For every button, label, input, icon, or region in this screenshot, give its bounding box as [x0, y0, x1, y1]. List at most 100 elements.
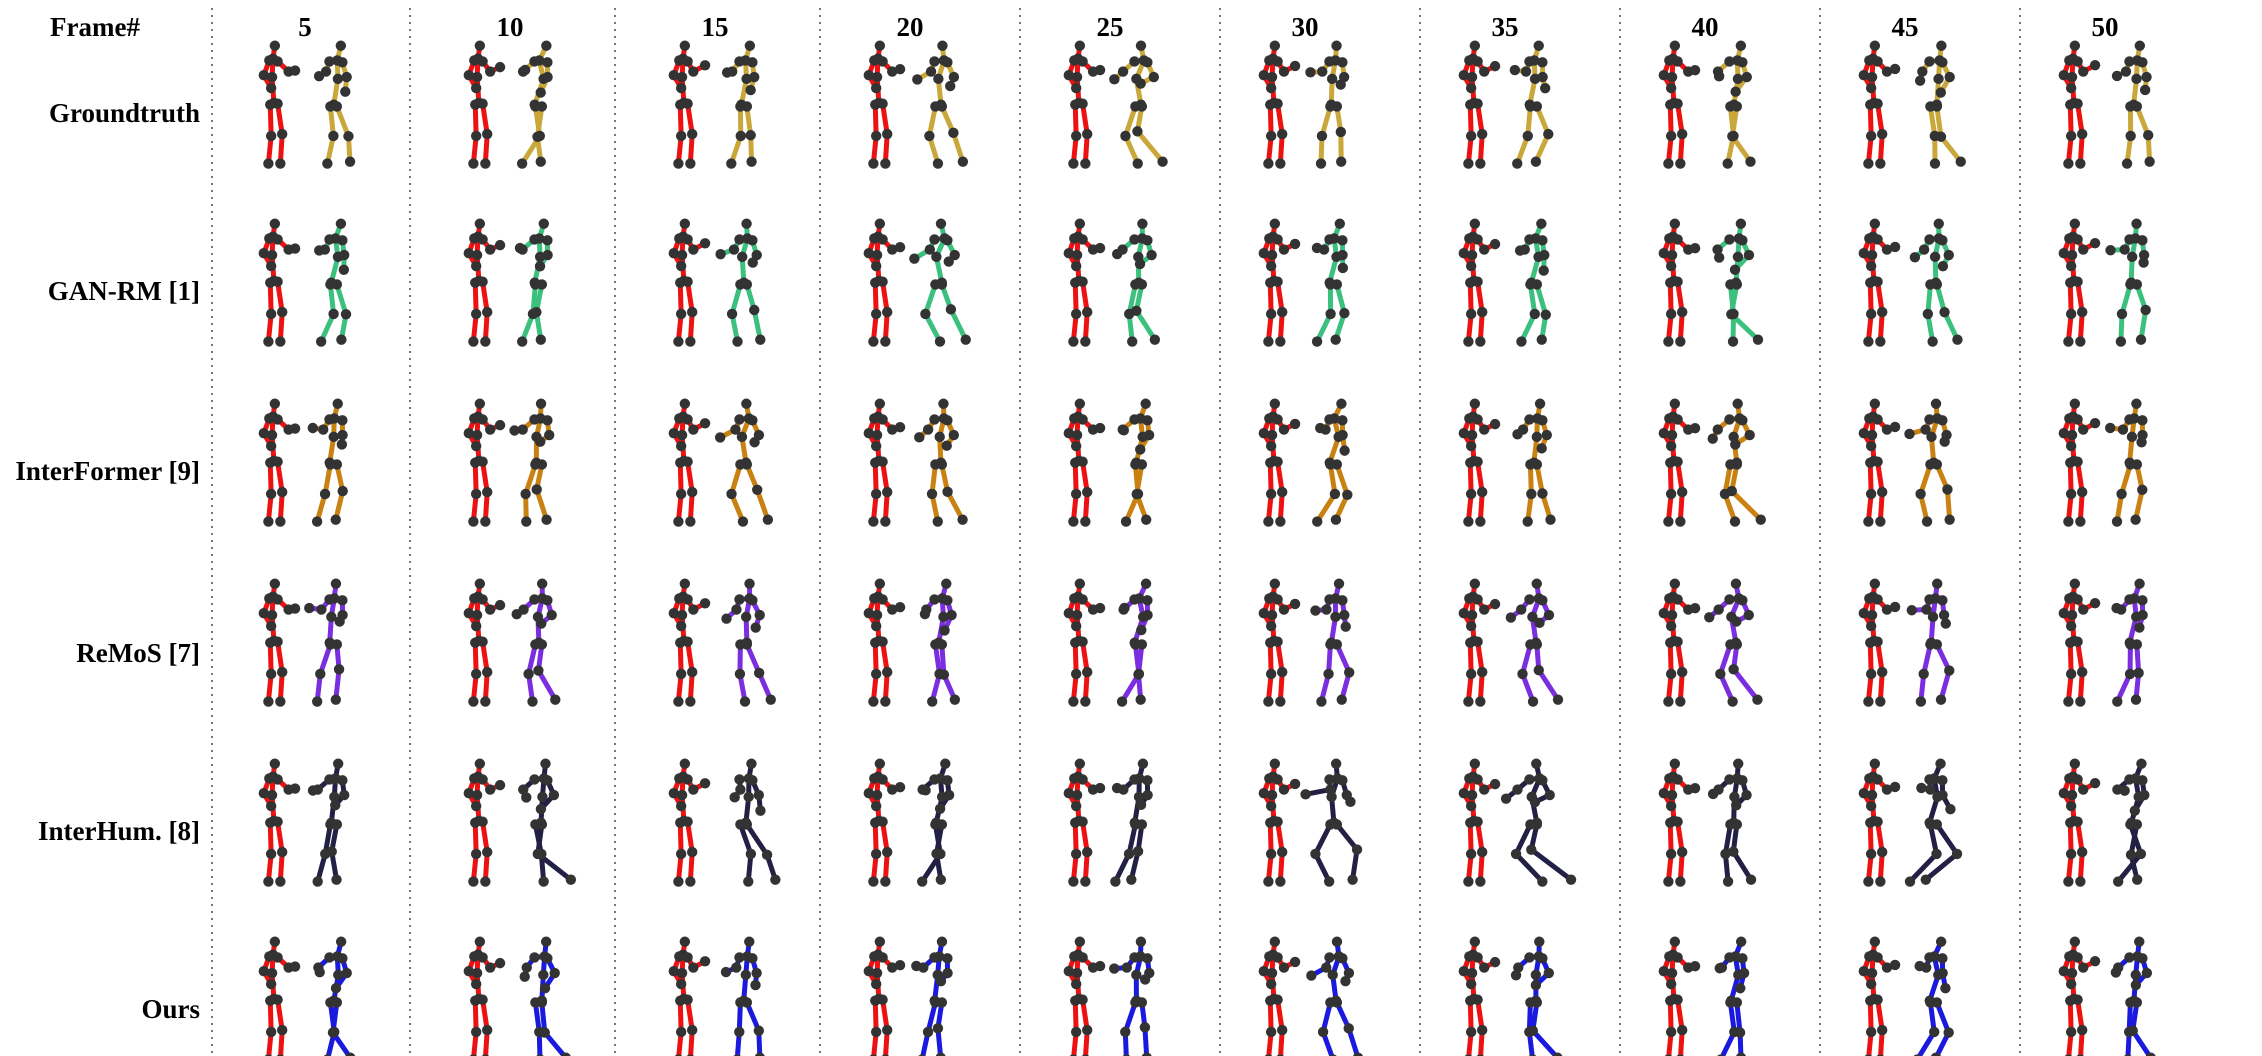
joint	[2065, 848, 2077, 860]
joint	[1321, 604, 1332, 615]
joint	[1730, 86, 1741, 97]
joint	[1531, 431, 1543, 443]
joint	[932, 1023, 944, 1034]
joint	[1666, 789, 1678, 801]
joint	[688, 604, 699, 615]
joint	[541, 40, 552, 51]
bone	[1513, 821, 1533, 857]
joint	[2131, 997, 2143, 1008]
joint	[1669, 218, 1681, 229]
joint	[2134, 40, 2146, 51]
bone	[2067, 102, 2074, 139]
joint	[934, 336, 946, 347]
bone	[1731, 666, 1760, 703]
joint	[1537, 415, 1548, 426]
joint	[1677, 306, 1688, 318]
joint	[318, 424, 329, 435]
joint	[1931, 819, 1943, 830]
joint	[2064, 593, 2075, 604]
joint	[1264, 233, 1275, 244]
pose-pair	[463, 758, 577, 887]
joint	[1864, 951, 1875, 962]
joint	[1489, 598, 1501, 610]
joint	[258, 70, 269, 81]
joint	[682, 414, 693, 425]
bone	[1134, 128, 1166, 165]
joint	[494, 61, 506, 73]
joint	[746, 156, 757, 167]
joint	[330, 514, 341, 525]
joint	[1289, 238, 1301, 250]
joint	[1663, 876, 1674, 887]
joint	[1672, 276, 1683, 287]
joint	[1866, 967, 1878, 979]
joint	[1148, 71, 1160, 83]
joint	[1669, 936, 1681, 947]
joint	[679, 398, 691, 409]
joint	[517, 424, 528, 435]
joint	[938, 398, 949, 409]
joint	[929, 774, 940, 785]
frame-header-45: 45	[1892, 12, 1919, 42]
bone	[737, 821, 754, 857]
joint	[1858, 608, 1870, 619]
joint	[470, 620, 482, 632]
joint	[2112, 876, 2124, 887]
joint	[922, 1026, 934, 1038]
joint	[1463, 876, 1474, 887]
joint	[264, 55, 275, 66]
joint	[269, 578, 281, 589]
joint	[1935, 131, 1947, 142]
joint	[2065, 668, 2077, 680]
joint	[2075, 516, 2086, 527]
joint	[936, 279, 948, 290]
joint	[1478, 962, 1490, 973]
joint	[1524, 594, 1535, 605]
joint	[2072, 816, 2083, 827]
joint	[1458, 428, 1470, 439]
joint	[1278, 784, 1290, 795]
joint	[882, 846, 893, 858]
joint	[1675, 336, 1686, 347]
joint	[1132, 126, 1143, 137]
bone	[677, 640, 684, 677]
joint	[484, 604, 496, 615]
joint	[744, 578, 755, 589]
bone	[1467, 820, 1474, 857]
pose-pair	[1458, 40, 1554, 169]
pose-pair	[668, 218, 766, 347]
joint	[1135, 936, 1147, 947]
joint	[1737, 415, 1748, 426]
joint	[337, 485, 348, 497]
joint	[699, 418, 711, 429]
joint	[877, 456, 888, 467]
joint	[935, 874, 947, 885]
joint	[289, 65, 301, 76]
joint	[942, 595, 953, 606]
joint	[1068, 336, 1079, 347]
joint	[674, 233, 685, 244]
joint	[2065, 978, 2077, 990]
joint	[1258, 966, 1270, 977]
joint	[264, 593, 275, 604]
joint	[1869, 936, 1881, 947]
joint	[679, 758, 691, 769]
pose-pair	[668, 40, 760, 169]
joint	[1658, 248, 1670, 259]
joint	[1475, 876, 1486, 887]
joint	[477, 234, 488, 245]
bone	[945, 489, 966, 523]
joint	[266, 429, 278, 441]
joint	[1927, 336, 1938, 347]
joint	[1944, 71, 1955, 83]
joint	[1534, 617, 1545, 629]
joint	[2112, 696, 2123, 707]
joint	[468, 336, 479, 347]
joint	[765, 694, 776, 705]
joint	[1937, 595, 1948, 606]
joint	[1724, 56, 1735, 67]
joint	[2072, 594, 2083, 605]
joint	[535, 334, 547, 345]
joint	[1265, 488, 1277, 500]
joint	[1069, 413, 1080, 424]
